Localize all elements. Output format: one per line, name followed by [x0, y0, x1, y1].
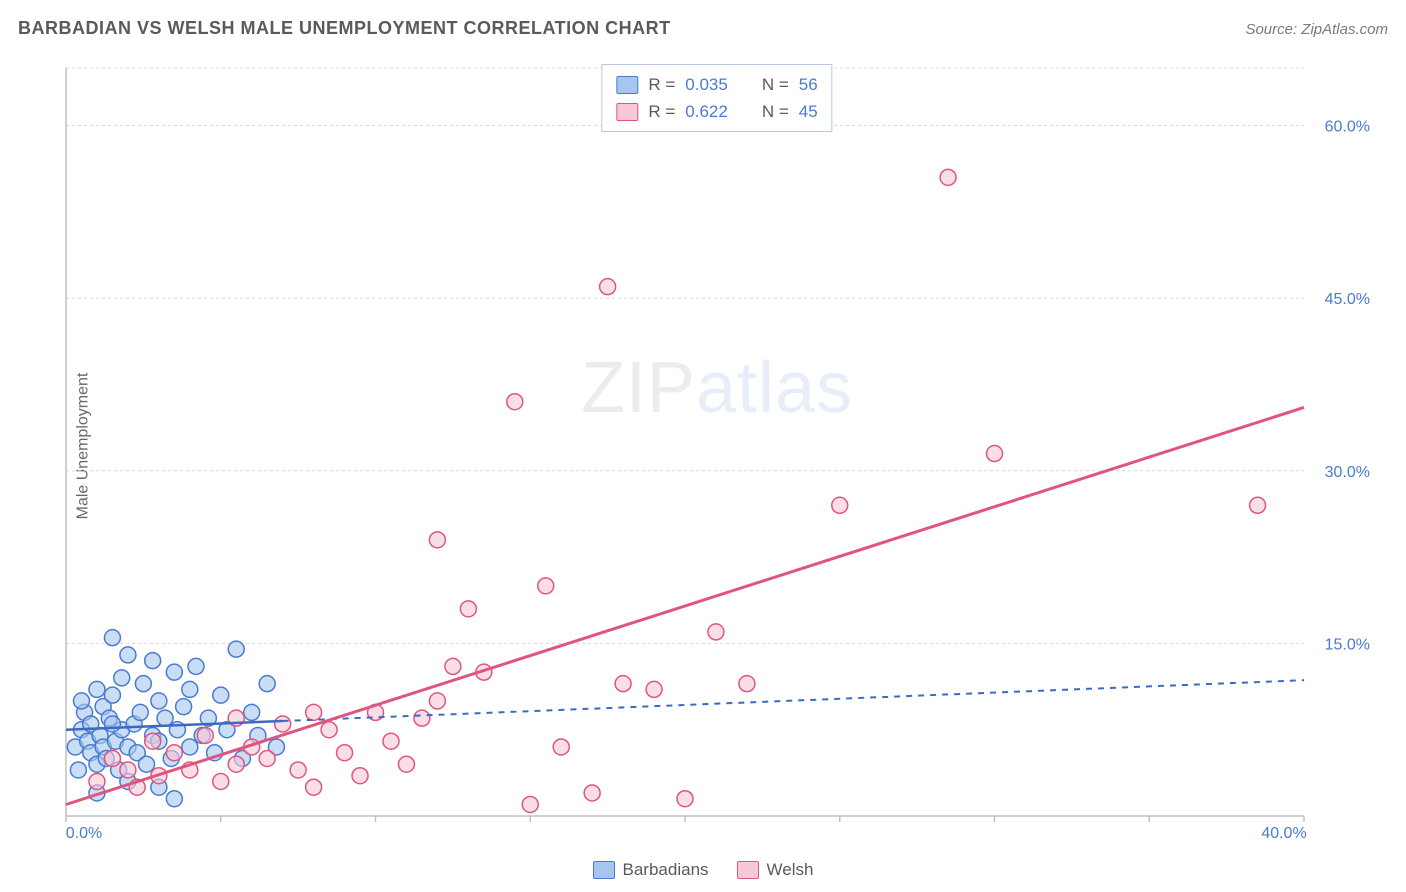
series-legend-item: Welsh [737, 860, 814, 880]
chart-header: BARBADIAN VS WELSH MALE UNEMPLOYMENT COR… [18, 18, 1388, 39]
r-label: R = [648, 71, 675, 98]
svg-text:15.0%: 15.0% [1325, 636, 1370, 653]
legend-swatch [616, 103, 638, 121]
legend-swatch [593, 861, 615, 879]
svg-text:40.0%: 40.0% [1261, 825, 1306, 842]
svg-text:0.0%: 0.0% [66, 825, 102, 842]
legend-swatch [616, 76, 638, 94]
r-value: 0.622 [685, 98, 728, 125]
n-label: N = [762, 71, 789, 98]
svg-text:60.0%: 60.0% [1325, 119, 1370, 136]
r-value: 0.035 [685, 71, 728, 98]
svg-text:45.0%: 45.0% [1325, 291, 1370, 308]
chart-source: Source: ZipAtlas.com [1245, 21, 1388, 38]
series-name: Welsh [767, 860, 814, 880]
legend-swatch [737, 861, 759, 879]
legend-row: R = 0.035 N = 56 [616, 71, 817, 98]
n-value: 45 [799, 98, 818, 125]
r-label: R = [648, 98, 675, 125]
series-legend: Barbadians Welsh [0, 860, 1406, 884]
svg-text:30.0%: 30.0% [1325, 464, 1370, 481]
series-legend-item: Barbadians [593, 860, 709, 880]
chart-title: BARBADIAN VS WELSH MALE UNEMPLOYMENT COR… [18, 18, 671, 39]
n-label: N = [762, 98, 789, 125]
scatter-plot-svg: 15.0% 30.0% 45.0% 60.0% 0.0% 40.0% [58, 60, 1376, 842]
n-value: 56 [799, 71, 818, 98]
correlation-legend: R = 0.035 N = 56 R = 0.622 N = 45 [601, 64, 832, 132]
plot-area: 15.0% 30.0% 45.0% 60.0% 0.0% 40.0% R = 0.035 N … [58, 60, 1376, 842]
legend-row: R = 0.622 N = 45 [616, 98, 817, 125]
series-name: Barbadians [623, 860, 709, 880]
